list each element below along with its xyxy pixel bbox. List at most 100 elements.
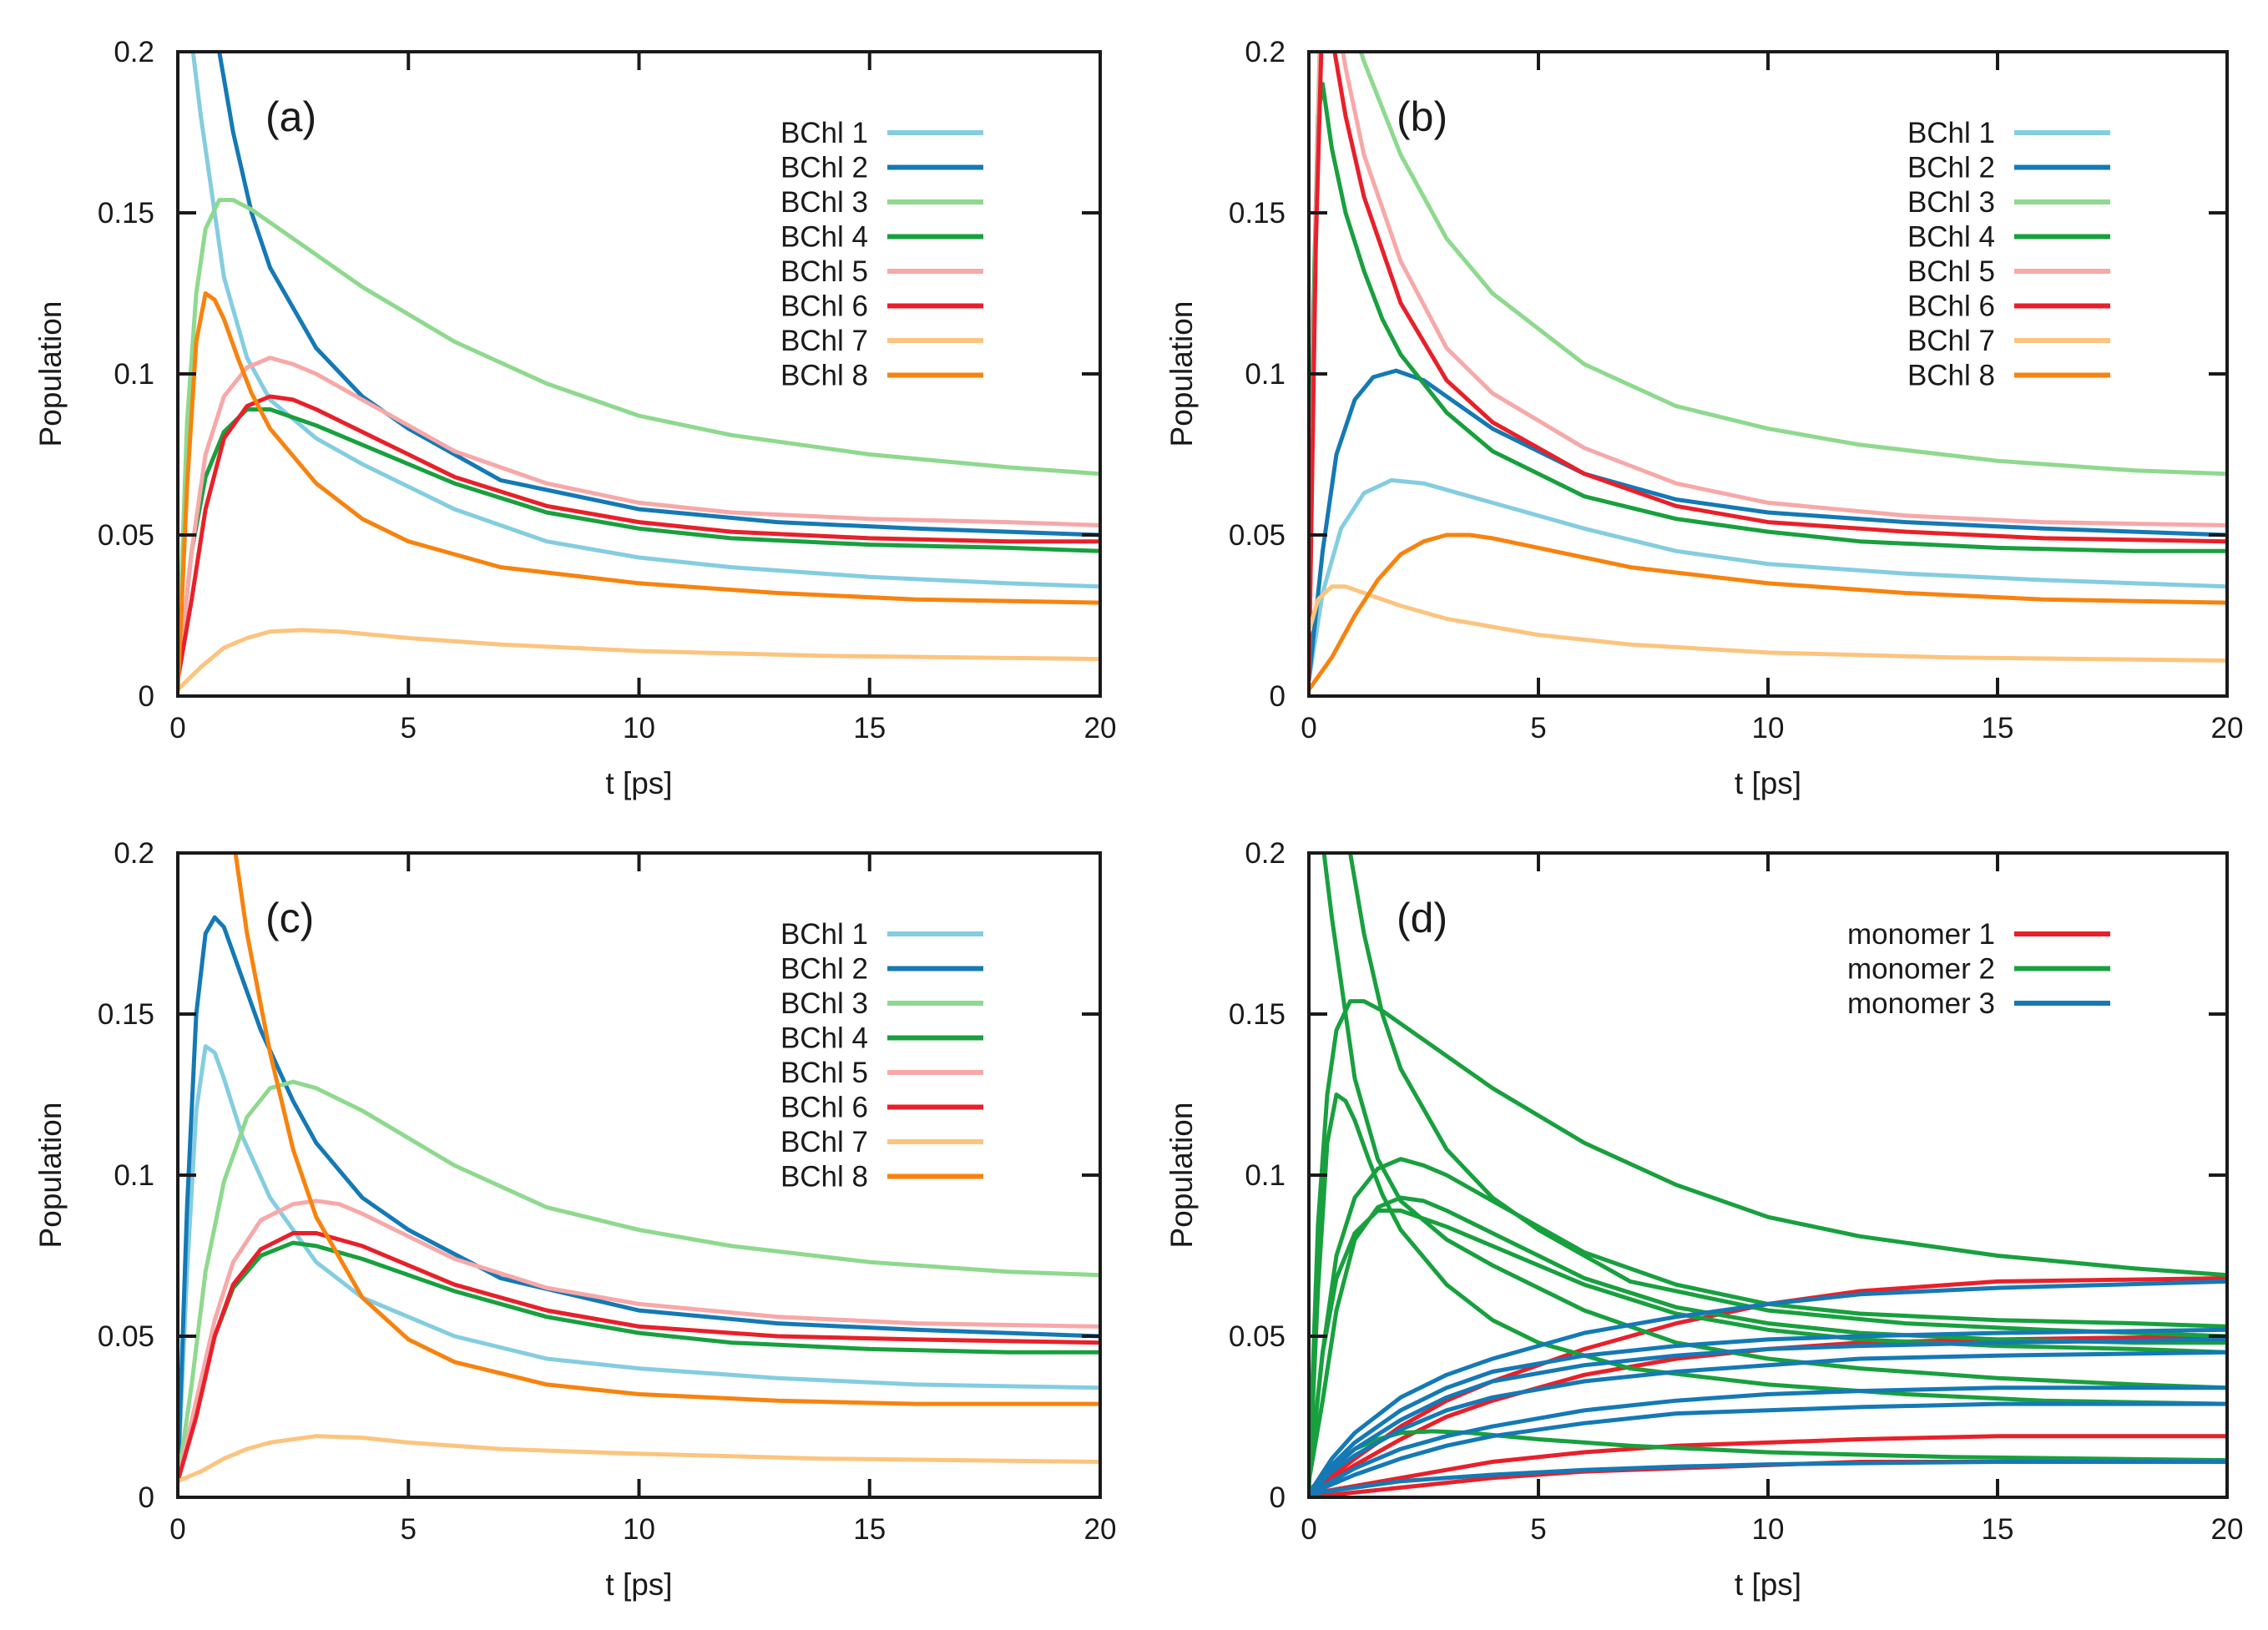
series-group — [178, 52, 1100, 692]
legend-label: BChl 3 — [1907, 186, 1995, 219]
panel-d: 0 5 10 15 20 0 0.05 0.1 0.15 0.2 t [ps] Population (… — [1164, 837, 2244, 1602]
y-tick-label: 0.15 — [1229, 197, 1286, 230]
x-axis-label: t [ps] — [605, 766, 672, 800]
series-line-monomer-2-5 — [1347, 853, 2227, 1339]
x-axis-label: t [ps] — [1735, 1567, 1801, 1602]
legend-label: BChl 7 — [780, 1126, 868, 1158]
y-tick-label: 0.2 — [1245, 36, 1286, 68]
y-axis-label: Population — [1164, 301, 1199, 447]
legend-label: monomer 2 — [1847, 953, 1995, 986]
series-line-monomer-3-13 — [1309, 1327, 2227, 1496]
x-tick-label: 0 — [1301, 1513, 1316, 1546]
y-tick-label: 0.15 — [98, 998, 154, 1031]
legend-label: BChl 3 — [780, 987, 868, 1020]
legend-label: BChl 5 — [1907, 255, 1995, 288]
y-tick-label: 0.05 — [1229, 1320, 1286, 1353]
y-tick-label: 0.2 — [1245, 837, 1286, 870]
legend-label: BChl 8 — [1907, 360, 1995, 392]
legend-label: BChl 4 — [780, 1022, 868, 1055]
series-line-monomer-3-18 — [1309, 1460, 2227, 1496]
x-tick-label: 15 — [853, 712, 886, 744]
x-tick-label: 20 — [2211, 712, 2244, 744]
panel-label: (b) — [1397, 93, 1447, 140]
x-tick-label: 10 — [1752, 1513, 1785, 1546]
y-axis-label: Population — [1164, 1103, 1199, 1249]
legend-label: monomer 3 — [1847, 987, 1995, 1020]
legend-label: BChl 8 — [780, 1161, 868, 1193]
series-line-bchl-1-0 — [1309, 477, 2227, 683]
x-tick-label: 5 — [401, 1513, 417, 1546]
series-line-bchl-8-7 — [233, 853, 1100, 1406]
x-tick-label: 0 — [169, 712, 185, 744]
legend-label: monomer 1 — [1847, 918, 1995, 951]
panel-label: (a) — [265, 93, 316, 140]
series-line-monomer-1-2 — [1309, 1434, 2227, 1496]
series-line-bchl-1-0 — [178, 1044, 1100, 1484]
series-line-monomer-3-14 — [1309, 1337, 2227, 1496]
x-tick-label: 10 — [1752, 712, 1785, 744]
y-tick-label: 0.1 — [1245, 1159, 1286, 1192]
series-line-bchl-7-6 — [178, 628, 1100, 692]
series-line-bchl-6-5 — [1309, 52, 2227, 683]
series-line-bchl-3-2 — [178, 1079, 1100, 1484]
y-tick-label: 0.1 — [114, 358, 154, 391]
x-tick-label: 15 — [853, 1513, 886, 1546]
legend-label: BChl 6 — [780, 1092, 868, 1124]
series-line-bchl-5-4 — [178, 1199, 1100, 1484]
legend-label: BChl 2 — [1907, 152, 1995, 184]
series-line-monomer-2-6 — [1309, 999, 2227, 1484]
y-tick-label: 0.15 — [1229, 998, 1286, 1031]
x-tick-label: 20 — [2211, 1513, 2244, 1546]
legend-label: BChl 6 — [780, 290, 868, 323]
x-tick-label: 0 — [1301, 712, 1316, 744]
series-line-monomer-3-15 — [1309, 1350, 2227, 1496]
y-tick-label: 0.15 — [98, 197, 154, 230]
x-tick-label: 20 — [1084, 712, 1117, 744]
legend-label: BChl 2 — [780, 152, 868, 184]
series-line-bchl-1-0 — [190, 52, 1100, 589]
x-tick-label: 0 — [169, 1513, 185, 1546]
x-tick-label: 5 — [401, 712, 417, 744]
x-tick-label: 10 — [623, 1513, 655, 1546]
legend-label: BChl 3 — [780, 186, 868, 219]
series-line-bchl-8-7 — [178, 291, 1100, 692]
y-axis-label: Population — [33, 1103, 68, 1249]
legend-label: BChl 8 — [780, 360, 868, 392]
series-line-bchl-2-1 — [178, 915, 1100, 1484]
y-tick-label: 0.2 — [114, 837, 154, 870]
x-tick-label: 10 — [623, 712, 655, 744]
x-axis-label: t [ps] — [1735, 766, 1801, 800]
series-line-bchl-6-5 — [178, 394, 1100, 683]
series-group — [178, 853, 1100, 1484]
y-tick-label: 0 — [139, 1481, 154, 1514]
series-line-bchl-7-6 — [178, 1434, 1100, 1484]
x-tick-label: 15 — [1982, 1513, 2014, 1546]
series-line-bchl-5-4 — [1309, 52, 2227, 683]
y-tick-label: 0 — [139, 680, 154, 713]
legend-label: BChl 7 — [780, 325, 868, 357]
legend-label: BChl 2 — [780, 953, 868, 986]
y-tick-label: 0.2 — [114, 36, 154, 68]
series-line-bchl-2-1 — [217, 52, 1100, 537]
series-group — [1309, 52, 2227, 692]
x-tick-label: 20 — [1084, 1513, 1117, 1546]
y-axis-label: Population — [33, 301, 68, 447]
y-tick-label: 0.05 — [98, 519, 154, 552]
panel-c: 0 5 10 15 20 0 0.05 0.1 0.15 0.2 t [ps] Population (… — [33, 837, 1117, 1602]
y-tick-label: 0.05 — [98, 1320, 154, 1353]
series-line-monomer-2-4 — [1321, 853, 2227, 1390]
legend-label: BChl 1 — [780, 117, 868, 149]
y-tick-label: 0.1 — [1245, 358, 1286, 391]
legend-label: BChl 1 — [780, 918, 868, 951]
y-tick-label: 0.05 — [1229, 519, 1286, 552]
series-line-monomer-3-16 — [1309, 1385, 2227, 1496]
series-line-bchl-7-6 — [1309, 584, 2227, 663]
series-group — [1309, 853, 2227, 1497]
series-line-monomer-1-0 — [1309, 1276, 2227, 1496]
series-line-bchl-6-5 — [178, 1231, 1100, 1484]
